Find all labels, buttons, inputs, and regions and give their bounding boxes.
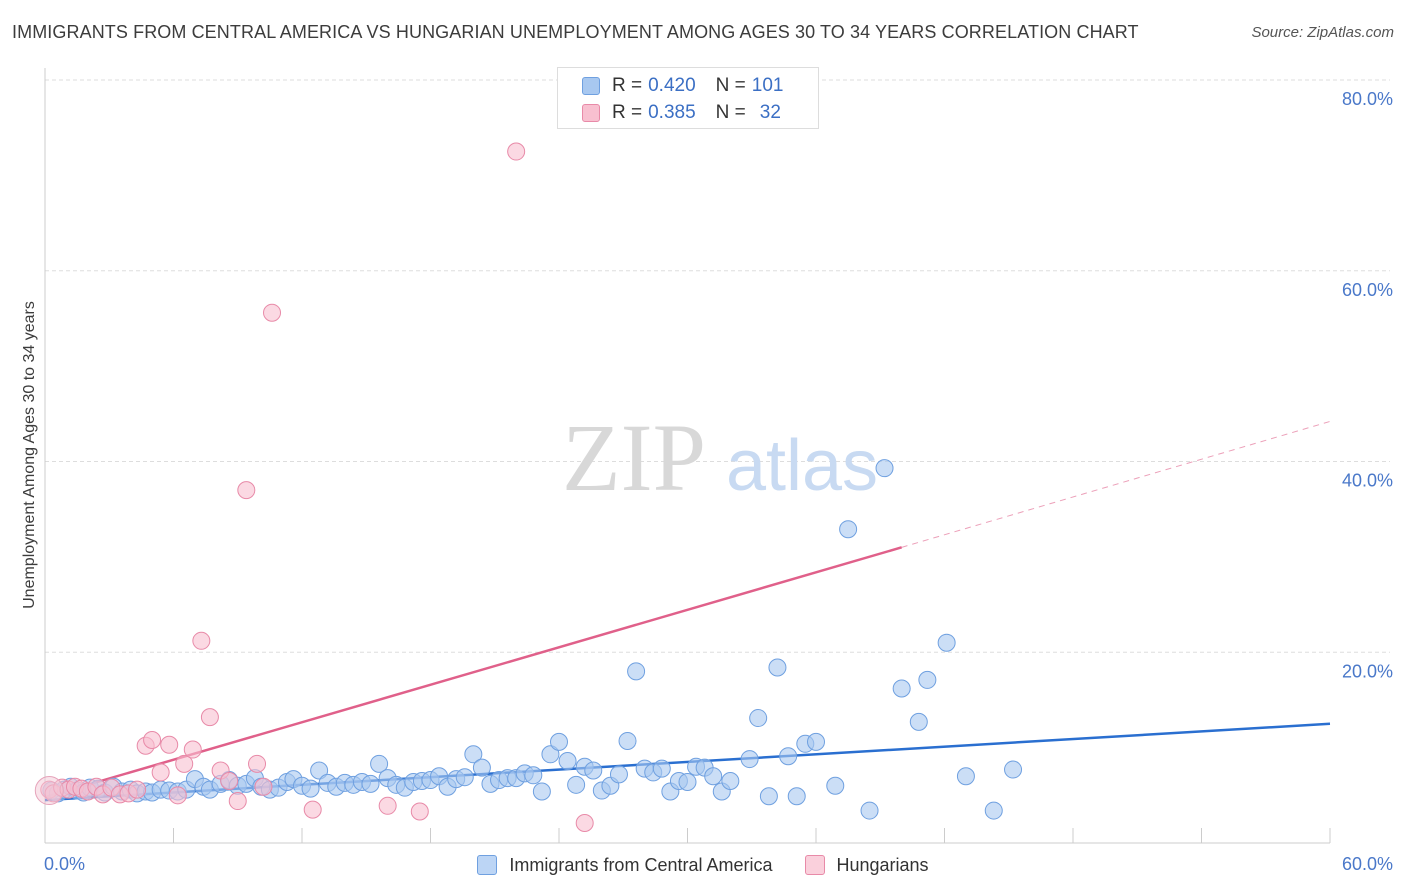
legend-n-value: 101 <box>751 75 784 96</box>
point-hungarians <box>183 740 202 759</box>
point-hungarians <box>303 800 322 819</box>
point-central-america <box>464 745 483 764</box>
legend-row-hungarians: R = 0.385 N = 32 <box>582 101 787 125</box>
point-hungarians <box>575 813 594 832</box>
point-central-america <box>1004 760 1023 779</box>
point-central-america <box>779 747 798 766</box>
point-central-america <box>609 765 628 784</box>
point-hungarians <box>192 631 211 650</box>
point-hungarians <box>507 142 526 161</box>
point-central-america <box>956 767 975 786</box>
y-tick-label: 40.0% <box>1342 471 1393 491</box>
point-central-america <box>749 709 768 728</box>
swatch-pink <box>582 104 600 122</box>
point-central-america <box>652 759 671 778</box>
point-central-america <box>627 662 646 681</box>
x-tick-label: 0.0% <box>44 854 85 874</box>
series-legend-item-central-america: Immigrants from Central America <box>477 854 773 876</box>
legend-n-value: 32 <box>759 102 781 123</box>
point-central-america <box>826 776 845 795</box>
y-tick-label: 60.0% <box>1342 280 1393 300</box>
point-central-america <box>301 779 320 798</box>
series-name-central-america: Immigrants from Central America <box>509 854 773 875</box>
point-central-america <box>524 766 543 785</box>
point-central-america <box>768 658 787 677</box>
point-central-america <box>721 772 740 791</box>
point-central-america <box>984 801 1003 820</box>
point-central-america <box>678 772 697 791</box>
series-swatch-blue <box>477 855 498 875</box>
point-central-america <box>472 758 491 777</box>
point-central-america <box>618 731 637 750</box>
point-central-america <box>860 801 879 820</box>
point-hungarians <box>410 802 429 821</box>
point-hungarians <box>378 796 397 815</box>
watermark-atlas: atlas <box>726 426 878 506</box>
swatch-blue <box>582 77 600 95</box>
point-central-america <box>787 787 806 806</box>
legend-row-central-america: R = 0.420 N = 101 <box>582 74 789 98</box>
data-points <box>34 142 1023 832</box>
point-hungarians <box>168 786 187 805</box>
point-central-america <box>370 754 389 773</box>
series-legend-item-hungarians: Hungarians <box>804 854 929 876</box>
axes <box>44 68 1331 844</box>
point-central-america <box>740 750 759 769</box>
watermark: ZIP atlas <box>562 404 878 511</box>
point-hungarians <box>254 777 273 796</box>
point-central-america <box>567 775 586 794</box>
y-tick-label: 80.0% <box>1342 89 1393 109</box>
point-central-america <box>704 767 723 786</box>
point-hungarians <box>263 303 282 322</box>
point-hungarians <box>151 763 170 782</box>
point-central-america <box>455 768 474 787</box>
watermark-zip: ZIP <box>562 404 706 511</box>
legend-r-value: 0.420 <box>648 75 696 96</box>
point-central-america <box>759 787 778 806</box>
grid-lines <box>45 79 1390 653</box>
legend-n-label: N = <box>715 75 746 96</box>
series-name-hungarians: Hungarians <box>836 854 929 875</box>
point-central-america <box>532 782 551 801</box>
point-hungarians <box>143 730 162 749</box>
point-hungarians <box>237 481 256 500</box>
legend-r-label: R = <box>612 102 643 123</box>
source-label: Source: ZipAtlas.com <box>1251 24 1394 41</box>
point-central-america <box>361 774 380 793</box>
point-central-america <box>909 712 928 731</box>
y-tick-label: 20.0% <box>1342 661 1393 681</box>
point-central-america <box>839 520 858 539</box>
point-central-america <box>892 679 911 698</box>
point-hungarians <box>160 735 179 754</box>
point-hungarians <box>248 754 267 773</box>
trend-line-hungarians-extension <box>901 420 1331 548</box>
point-hungarians <box>228 792 247 811</box>
legend-r-label: R = <box>612 75 643 96</box>
point-cluster <box>34 776 64 806</box>
point-central-america <box>558 751 577 770</box>
point-central-america <box>875 459 894 478</box>
legend-r-value: 0.385 <box>648 102 696 123</box>
point-hungarians <box>200 708 219 727</box>
tick-labels: 20.0% 40.0% 60.0% 80.0% 0.0% 60.0% <box>44 89 1393 874</box>
chart-title: IMMIGRANTS FROM CENTRAL AMERICA VS HUNGA… <box>12 22 1139 42</box>
point-central-america <box>541 745 560 764</box>
series-legend: Immigrants from Central America Hungaria… <box>0 852 1406 878</box>
stats-legend: R = 0.420 N = 101 R = 0.385 N = 32 <box>557 67 819 129</box>
point-central-america <box>918 670 937 689</box>
point-hungarians <box>220 772 239 791</box>
point-central-america <box>584 761 603 780</box>
point-central-america <box>807 732 825 751</box>
point-hungarians <box>128 780 147 799</box>
legend-n-label: N = <box>715 102 746 123</box>
x-tick-label: 60.0% <box>1342 854 1393 874</box>
point-hungarians <box>175 754 194 773</box>
point-central-america <box>937 633 956 652</box>
series-swatch-pink <box>804 855 825 875</box>
point-central-america <box>310 761 329 780</box>
point-central-america <box>550 732 568 751</box>
